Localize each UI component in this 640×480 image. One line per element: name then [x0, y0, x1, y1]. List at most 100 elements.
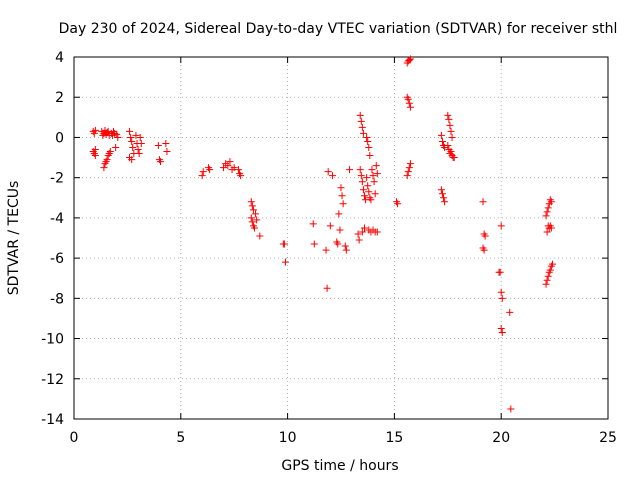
data-point — [543, 276, 551, 284]
chart-title: Day 230 of 2024, Sidereal Day-to-day VTE… — [59, 21, 618, 37]
data-point — [309, 220, 317, 228]
data-point — [548, 260, 556, 268]
data-point — [367, 196, 375, 204]
data-point — [359, 129, 367, 137]
data-point — [371, 190, 379, 198]
data-point — [226, 158, 234, 166]
data-point — [406, 103, 414, 111]
data-point — [506, 308, 514, 316]
data-point — [405, 56, 413, 64]
data-point — [247, 214, 255, 222]
y-tick-label: 4 — [55, 50, 64, 66]
x-axis-label: GPS time / hours — [281, 458, 398, 474]
data-point — [91, 126, 99, 134]
data-point — [404, 95, 412, 103]
data-point — [127, 133, 135, 141]
data-point — [438, 137, 446, 145]
data-point — [248, 202, 256, 210]
data-point — [404, 168, 412, 176]
data-point — [373, 228, 381, 236]
data-point — [445, 115, 453, 123]
data-point — [199, 168, 207, 176]
data-point — [406, 55, 414, 63]
data-point — [230, 164, 238, 172]
data-point — [480, 246, 488, 254]
data-point — [444, 141, 452, 149]
y-tick-label: -10 — [41, 332, 64, 348]
data-point — [354, 230, 362, 238]
data-point — [356, 111, 364, 119]
data-point — [543, 208, 551, 216]
data-point — [403, 172, 411, 180]
data-point — [405, 164, 413, 172]
data-point — [448, 133, 456, 141]
data-point — [357, 172, 365, 180]
data-point — [359, 186, 367, 194]
y-tick-label: -6 — [50, 251, 64, 267]
data-point — [360, 224, 368, 232]
data-point — [249, 206, 257, 214]
data-point — [280, 240, 288, 248]
data-point — [364, 137, 372, 145]
axis-ticks — [73, 56, 609, 420]
data-point — [394, 200, 402, 208]
x-tick-label: 0 — [70, 430, 79, 446]
grid-lines — [74, 57, 608, 419]
data-point — [250, 224, 258, 232]
data-point — [136, 133, 144, 141]
data-point — [114, 133, 122, 141]
data-point — [365, 144, 373, 151]
data-point — [91, 152, 99, 160]
data-points — [89, 55, 556, 413]
data-point — [100, 164, 108, 172]
data-point — [206, 166, 214, 174]
data-point — [544, 204, 552, 212]
data-point — [128, 137, 136, 145]
x-tick-label: 15 — [385, 430, 403, 446]
data-point — [447, 127, 455, 135]
y-tick-labels: -14 -12 -10 -8 -6 -4 -2 0 2 4 — [41, 50, 64, 428]
data-point — [357, 117, 365, 125]
data-point — [542, 280, 550, 288]
plot-frame — [73, 56, 609, 420]
data-point — [355, 236, 363, 244]
data-point — [324, 168, 332, 176]
data-point — [479, 198, 487, 206]
data-point — [437, 186, 445, 194]
x-tick-label: 5 — [176, 430, 185, 446]
data-point — [446, 121, 454, 129]
data-point — [481, 232, 489, 240]
data-point — [373, 170, 381, 178]
y-tick-label: -14 — [41, 412, 64, 428]
data-point — [326, 222, 334, 230]
data-point — [366, 152, 374, 160]
data-point — [237, 172, 245, 180]
y-tick-label: 2 — [55, 90, 64, 106]
data-point — [91, 146, 99, 154]
data-point — [364, 182, 372, 190]
data-point — [341, 242, 349, 250]
data-point — [450, 154, 458, 162]
x-tick-label: 10 — [279, 430, 297, 446]
y-tick-label: -4 — [50, 211, 64, 227]
data-point — [336, 226, 344, 234]
data-point — [543, 228, 551, 236]
data-point — [106, 148, 114, 156]
data-point — [162, 139, 170, 147]
data-point — [346, 166, 354, 174]
data-point — [498, 294, 506, 302]
data-point — [441, 198, 449, 206]
x-tick-label: 25 — [599, 430, 617, 446]
y-tick-label: -12 — [41, 372, 64, 388]
data-point — [547, 224, 555, 232]
data-point — [323, 284, 331, 292]
data-point — [405, 99, 413, 107]
x-tick-labels: 0 5 10 15 20 25 — [70, 430, 617, 446]
data-point — [497, 222, 505, 230]
data-point — [137, 139, 145, 147]
y-tick-label: -8 — [50, 291, 64, 307]
data-point — [363, 133, 371, 141]
data-point — [498, 329, 506, 337]
data-point — [253, 216, 261, 224]
